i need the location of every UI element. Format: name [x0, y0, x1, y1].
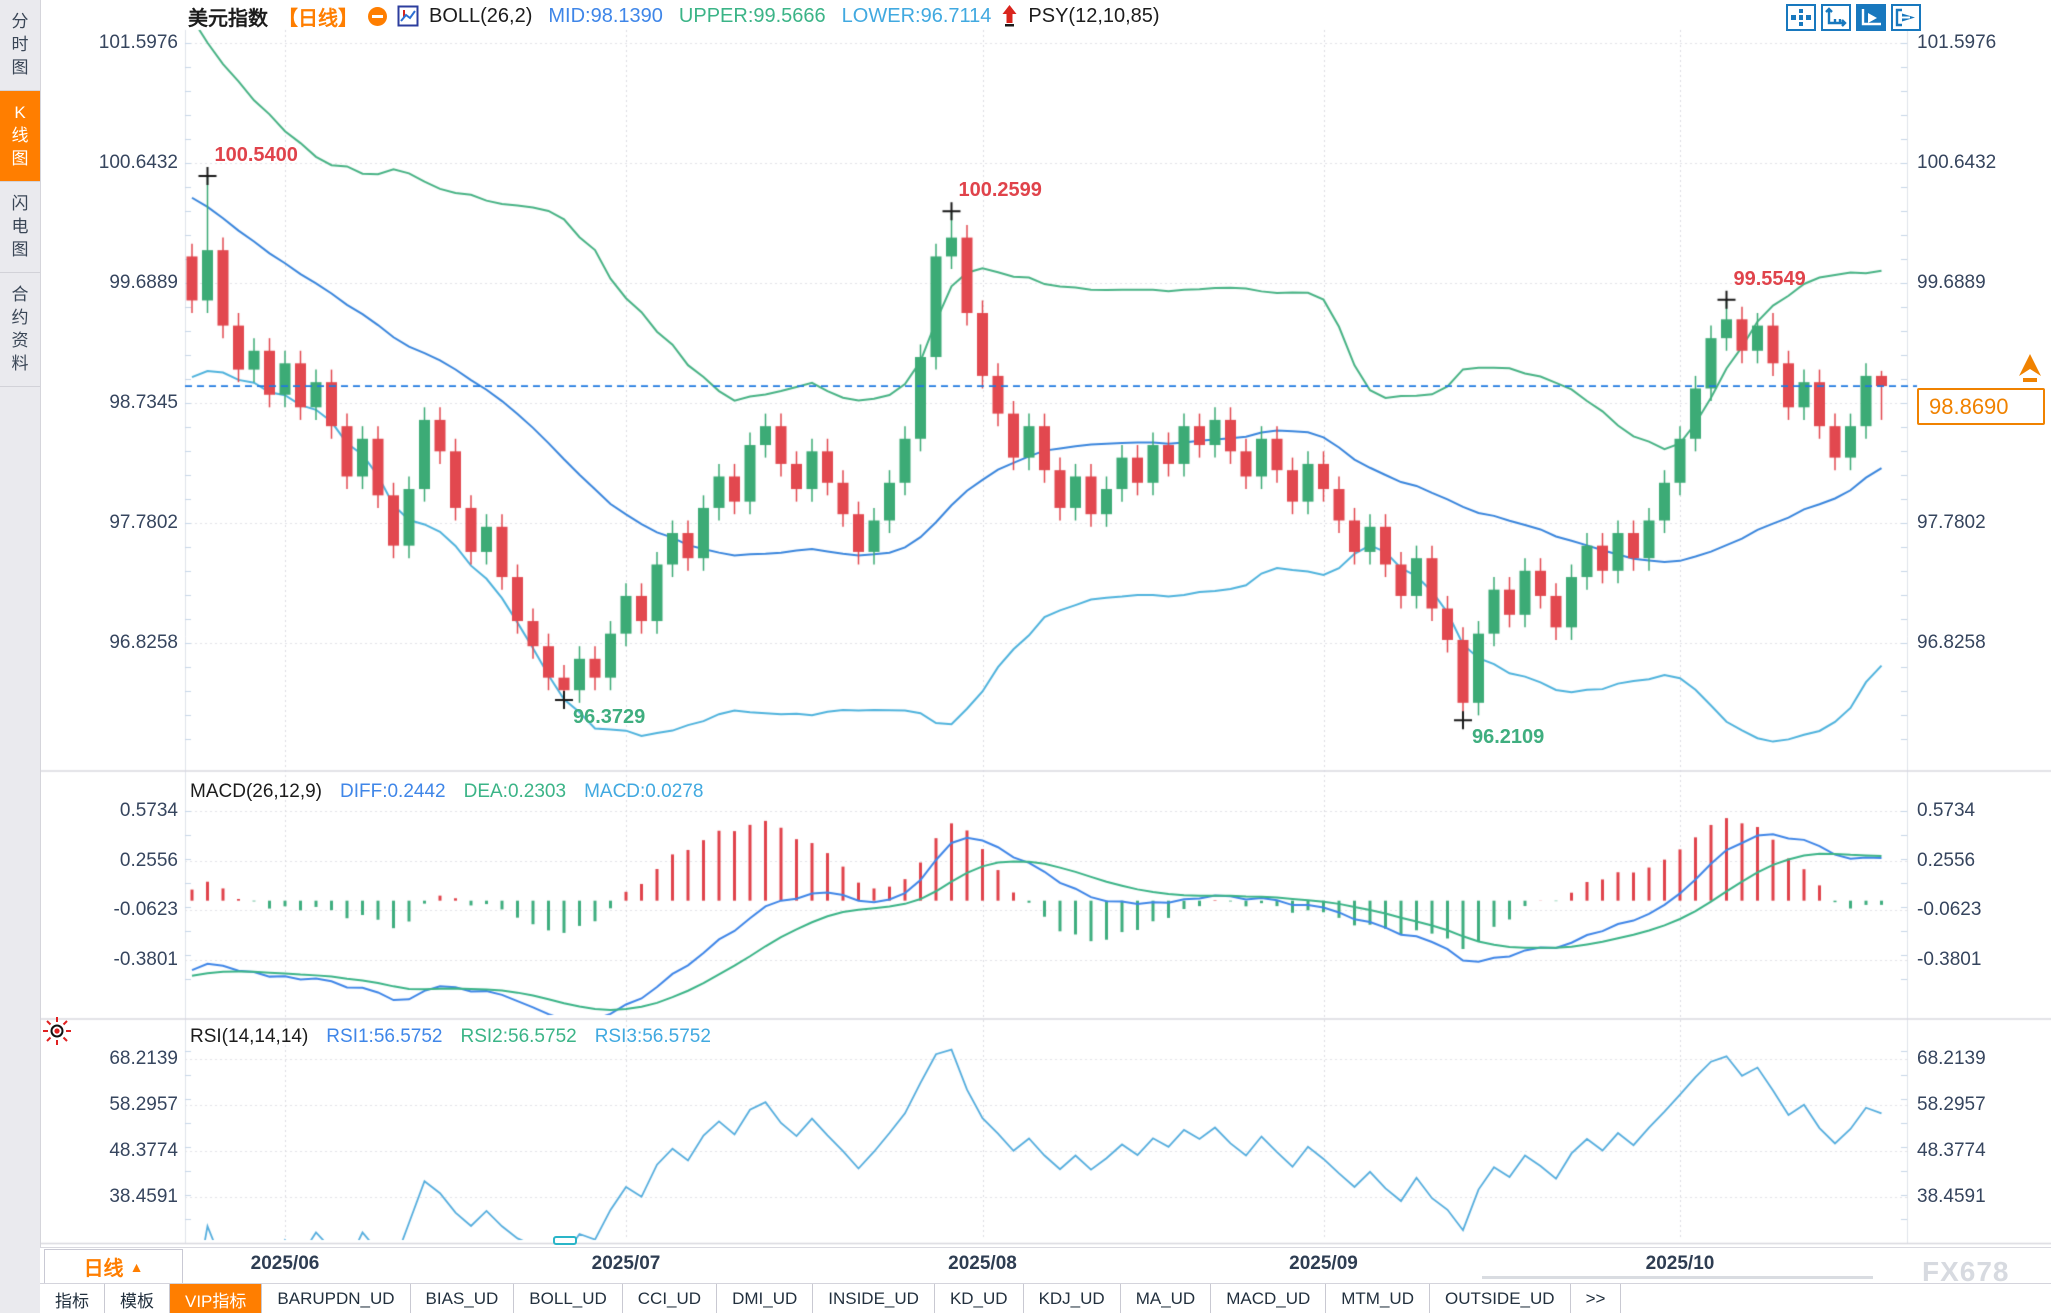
- tab-MA_UD[interactable]: MA_UD: [1121, 1284, 1212, 1313]
- y-axis-label: 68.2139: [109, 1048, 178, 1069]
- legend-item: DIFF:0.2442: [340, 781, 446, 802]
- chart-toolbar: [1786, 4, 1921, 31]
- sidebar-item-合约资料[interactable]: 合约资料: [0, 273, 40, 387]
- psy-legend: PSY(12,10,85): [1028, 4, 1160, 27]
- y-axis-label: 99.6889: [109, 271, 178, 293]
- period-selector[interactable]: 日线 ▲: [44, 1249, 183, 1284]
- last-price-box: 98.8690: [1917, 388, 2045, 426]
- tab-指标[interactable]: 指标: [40, 1284, 105, 1313]
- y-axis-label: -0.0623: [1917, 899, 1982, 921]
- date-label-2025/09: 2025/09: [1289, 1253, 1358, 1274]
- legend-item: RSI1:56.5752: [326, 1026, 443, 1047]
- axis-play-icon[interactable]: [1856, 4, 1886, 31]
- y-axis-label: 101.5976: [98, 32, 178, 53]
- indicator-tab-bar: 指标 模板 VIP指标 BARUPDN_UD BIAS_UD BOLL_UD CCI_UD D…: [40, 1283, 2051, 1313]
- y-axis-label: 97.7802: [109, 511, 178, 533]
- h-scrollbar-thumb[interactable]: [553, 1236, 577, 1245]
- tab-OUTSIDE_UD[interactable]: OUTSIDE_UD: [1430, 1284, 1571, 1313]
- period-badge: 【日线】: [278, 7, 358, 30]
- tab-INSIDE_UD[interactable]: INSIDE_UD: [813, 1284, 935, 1313]
- last-price-arrow-icon: [2014, 352, 2046, 391]
- y-axis-label: -0.3801: [1917, 949, 1982, 971]
- y-axis-label: 48.3774: [109, 1140, 178, 1161]
- period-selector-arrow-icon: ▲: [129, 1258, 144, 1275]
- legend-item: MACD:0.0278: [584, 781, 704, 802]
- legend-item: DEA:0.2303: [463, 781, 567, 802]
- price-annotation: 100.2599: [958, 179, 1042, 202]
- chart-canvas[interactable]: [40, 0, 2051, 1245]
- macd-legend: MACD(26,12,9) DIFF:0.2442 DEA:0.2303 MACD:0…: [190, 781, 703, 803]
- date-label-2025/06: 2025/06: [250, 1253, 320, 1274]
- boll-legend: BOLL(26,2) MID:98.1390 UPPER:99.5666 LOWER:…: [429, 5, 991, 28]
- y-axis-label: 96.8258: [109, 631, 178, 653]
- y-axis-label: 58.2957: [1917, 1094, 1986, 1115]
- y-axis-label: 38.4591: [1917, 1186, 1986, 1207]
- y-axis-label: 0.2556: [119, 849, 178, 871]
- y-axis-label: 98.7345: [109, 391, 178, 413]
- chart-header: 美元指数 【日线】 BOLL(26,2) MID:98.1390 UPPER:99.…: [188, 3, 1160, 30]
- y-axis-label: 99.6889: [1917, 271, 1986, 293]
- watermark: FX678: [1922, 1256, 2010, 1287]
- tab-模板[interactable]: 模板: [105, 1284, 170, 1313]
- legend-item: RSI3:56.5752: [594, 1026, 711, 1047]
- tab-BIAS_UD[interactable]: BIAS_UD: [411, 1284, 515, 1313]
- tab-DMI_UD[interactable]: DMI_UD: [717, 1284, 814, 1313]
- legend-item: MID:98.1390: [548, 4, 663, 27]
- legend-item: RSI2:56.5752: [460, 1026, 577, 1047]
- tab-BOLL_UD[interactable]: BOLL_UD: [514, 1284, 623, 1313]
- date-label-2025/08: 2025/08: [948, 1253, 1017, 1274]
- y-axis-label: 68.2139: [1917, 1048, 1986, 1069]
- sun-marker-icon[interactable]: [42, 1016, 72, 1051]
- legend-item: BOLL(26,2): [429, 4, 533, 27]
- sidebar-item-分时图[interactable]: 分时图: [0, 0, 40, 91]
- y-axis-label: -0.3801: [113, 949, 178, 971]
- tab-MACD_UD[interactable]: MACD_UD: [1211, 1284, 1327, 1313]
- y-axis-label: 96.8258: [1917, 631, 1986, 653]
- red-up-arrow-icon: [1001, 4, 1018, 28]
- instrument-title: 美元指数: [188, 7, 268, 30]
- legend-item: LOWER:96.7114: [841, 4, 992, 27]
- tab-CCI_UD[interactable]: CCI_UD: [623, 1284, 718, 1313]
- mini-chart-icon: [397, 5, 419, 27]
- y-axis-label: 101.5976: [1917, 32, 1997, 53]
- axis-range-icon[interactable]: [1821, 4, 1851, 31]
- date-label-2025/10: 2025/10: [1645, 1253, 1715, 1274]
- y-axis-label: 38.4591: [109, 1186, 178, 1207]
- h-scrollbar-track[interactable]: [1482, 1276, 1873, 1279]
- y-axis-label: 100.6432: [98, 152, 178, 173]
- sidebar-item-闪电图[interactable]: 闪电图: [0, 182, 40, 273]
- y-axis-label: 0.2556: [1917, 849, 1976, 871]
- price-annotation: 96.3729: [573, 705, 646, 728]
- tab-MTM_UD[interactable]: MTM_UD: [1326, 1284, 1430, 1313]
- tab-VIP指标[interactable]: VIP指标: [170, 1284, 263, 1313]
- y-axis-label: 100.6432: [1917, 152, 1997, 173]
- rsi-legend: RSI(14,14,14) RSI1:56.5752 RSI2:56.5752 RSI…: [190, 1026, 711, 1048]
- y-axis-label: 0.5734: [1917, 800, 1976, 821]
- tab->>[interactable]: >>: [1571, 1284, 1622, 1313]
- tab-BARUPDN_UD[interactable]: BARUPDN_UD: [262, 1284, 411, 1313]
- price-annotation: 96.2109: [1472, 726, 1545, 749]
- legend-item: UPPER:99.5666: [678, 4, 826, 27]
- legend-item: RSI(14,14,14): [190, 1026, 309, 1047]
- y-axis-label: 97.7802: [1917, 511, 1986, 533]
- y-axis-label: 58.2957: [109, 1094, 178, 1115]
- legend-item: MACD(26,12,9): [190, 781, 322, 802]
- date-label-2025/07: 2025/07: [591, 1253, 661, 1274]
- tab-KD_UD[interactable]: KD_UD: [935, 1284, 1024, 1313]
- y-axis-label: -0.0623: [113, 899, 178, 921]
- price-annotation: 99.5549: [1733, 267, 1806, 290]
- period-selector-label: 日线: [83, 1258, 124, 1280]
- y-axis-label: 48.3774: [1917, 1140, 1986, 1161]
- pan-crosshair-icon[interactable]: [1786, 4, 1816, 31]
- price-annotation: 100.5400: [214, 143, 298, 166]
- tab-KDJ_UD[interactable]: KDJ_UD: [1024, 1284, 1121, 1313]
- exit-chart-icon[interactable]: [1891, 4, 1921, 31]
- y-axis-label: 0.5734: [119, 800, 178, 821]
- collapse-minus-icon[interactable]: [368, 6, 387, 26]
